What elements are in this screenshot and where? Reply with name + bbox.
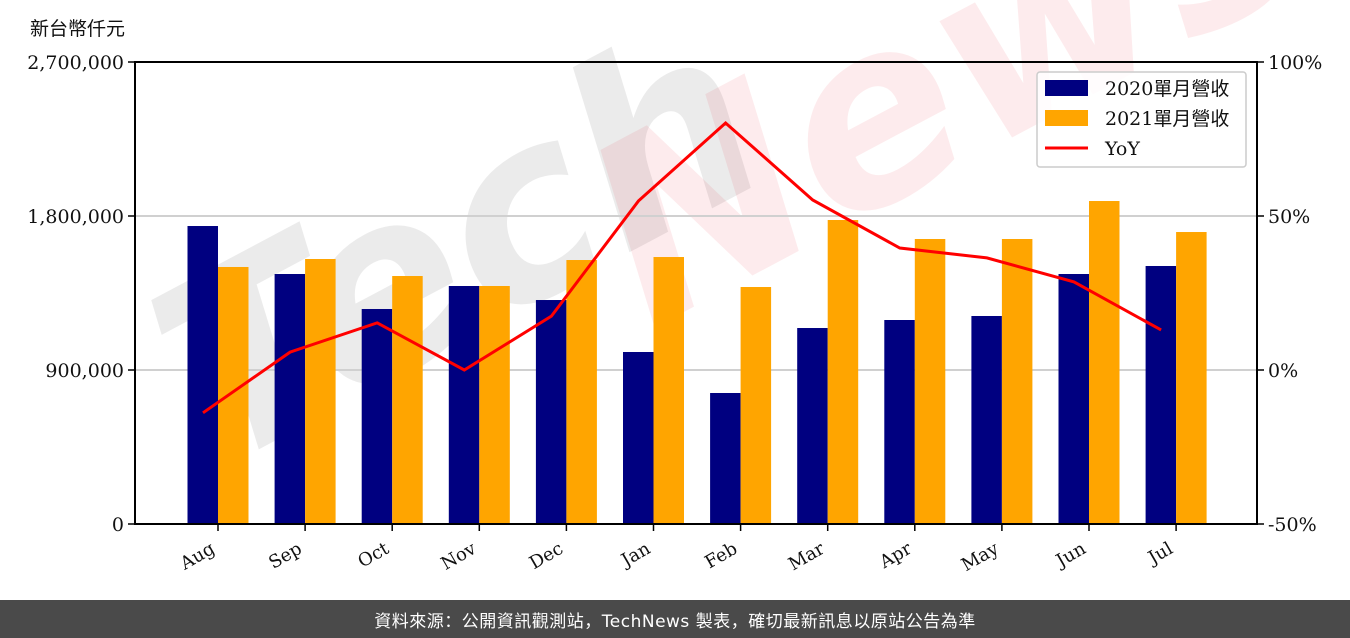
y-axis-unit-label: 新台幣仟元 [30,18,126,40]
bar-may-2020 [971,315,1002,524]
legend: 2020單月營收 2021單月營收 YoY [1036,71,1247,168]
svg-text:Aug: Aug [176,538,219,575]
svg-text:0: 0 [112,514,124,536]
svg-text:50%: 50% [1268,206,1310,228]
svg-text:Jul: Jul [1143,538,1177,570]
bar-jun-2020 [1058,274,1089,524]
svg-text:2,700,000: 2,700,000 [27,52,124,74]
yoy-line [202,120,1162,415]
svg-text:Dec: Dec [526,538,567,574]
svg-text:YoY: YoY [1104,138,1140,160]
svg-text:Jun: Jun [1051,538,1090,573]
svg-text:Mar: Mar [785,538,829,575]
svg-text:Sep: Sep [265,538,305,573]
bar-aug-2020 [187,226,218,524]
bar-sep-2021 [305,259,336,524]
bar-nov-2021 [479,286,510,524]
bar-apr-2020 [884,320,915,524]
bar-apr-2021 [914,238,946,525]
bar-aug-2021 [218,266,249,524]
bar-feb-2021 [740,287,772,524]
bar-mar-2021 [827,220,859,524]
bar-oct-2020 [361,308,393,524]
svg-text:100%: 100% [1268,52,1322,74]
bar-mar-2020 [797,328,828,524]
svg-text:Oct: Oct [354,538,393,573]
bar-line-chart: TechNews 0900,0001,800,0002,700,000-50%0… [27,0,1347,576]
svg-text:1,800,000: 1,800,000 [27,206,124,228]
bar-feb-2020 [710,392,741,524]
bar-nov-2020 [448,286,480,524]
svg-text:Feb: Feb [701,538,741,573]
svg-text:900,000: 900,000 [45,360,124,382]
bar-sep-2020 [274,274,306,524]
svg-text:-50%: -50% [1268,514,1317,536]
svg-text:Jan: Jan [616,538,654,572]
bar-jan-2020 [623,351,654,524]
source-footer: 資料來源：公開資訊觀測站，TechNews 製表，確切最新訊息以原站公告為準 [0,600,1350,638]
bar-jun-2021 [1089,201,1120,524]
svg-text:0%: 0% [1268,360,1298,382]
bar-jul-2021 [1176,232,1207,525]
bar-dec-2020 [535,300,567,524]
svg-text:Apr: Apr [875,538,915,573]
bar-oct-2021 [392,276,423,524]
bar-may-2021 [1001,238,1033,525]
svg-text:2021單月營收: 2021單月營收 [1105,108,1229,130]
svg-text:May: May [958,538,1003,576]
bar-jul-2020 [1145,265,1177,524]
svg-text:Nov: Nov [437,538,480,575]
bar-series [187,201,1207,525]
svg-text:2020單月營收: 2020單月營收 [1105,78,1229,100]
bar-dec-2021 [566,260,597,524]
bar-jan-2021 [653,257,684,524]
